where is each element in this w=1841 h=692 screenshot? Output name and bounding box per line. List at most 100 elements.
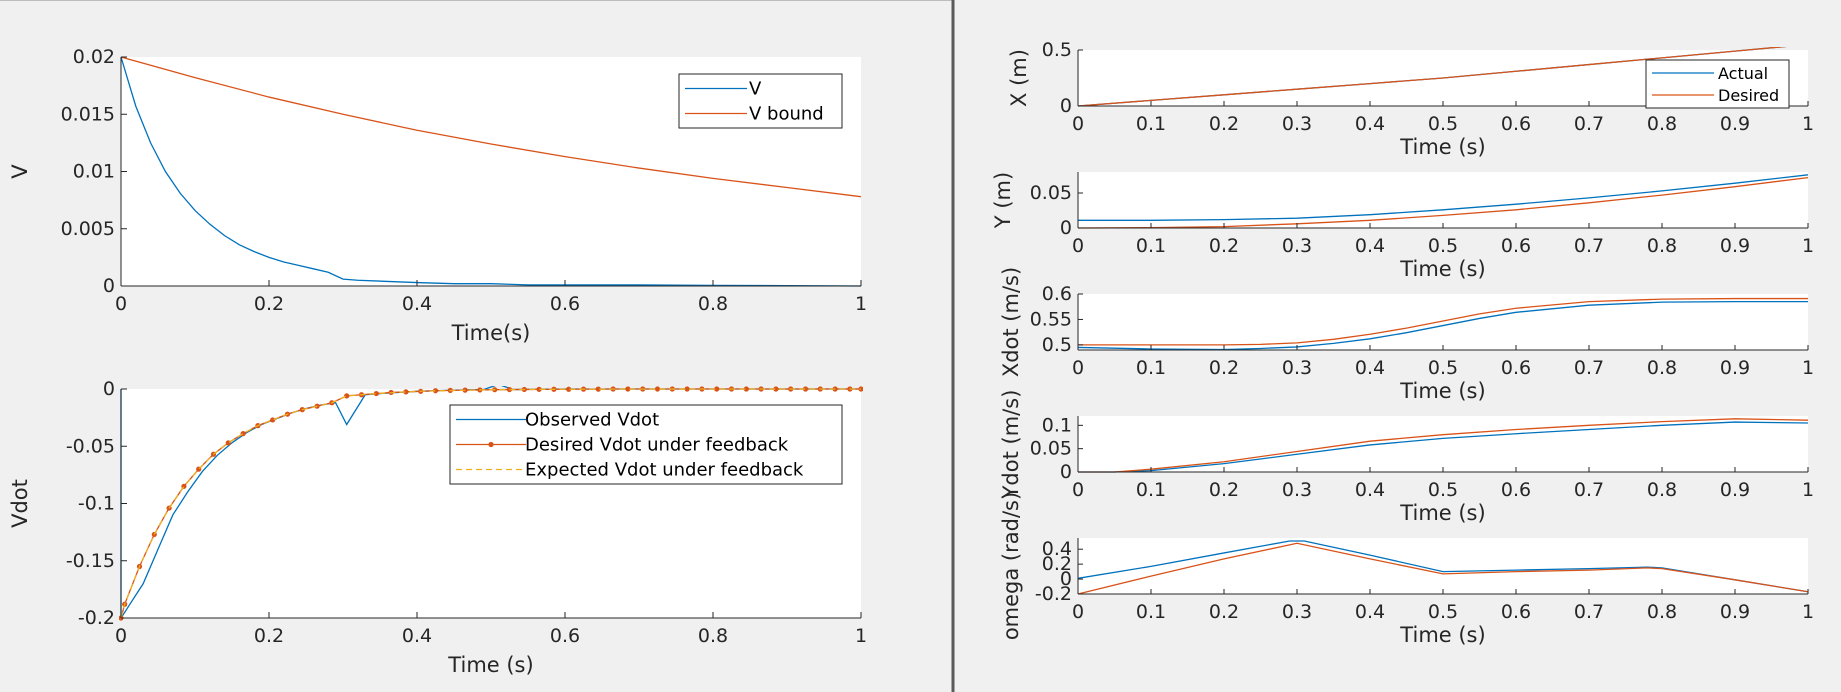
vdot-y-tick-label: 0: [103, 378, 115, 400]
y-y-tick-label: 0.05: [1030, 182, 1072, 204]
y-x-tick-label: 0.3: [1282, 235, 1312, 257]
vdot-point-desired-vdot-under-feedback: [802, 386, 809, 392]
vdot-legend-label: Observed Vdot: [525, 410, 659, 431]
y-x-tick-label: 0.5: [1428, 235, 1458, 257]
ydot-series-actual: [1078, 421, 1809, 473]
y-x-tick-label: 1: [1802, 235, 1814, 257]
y-y-axis-label: Y (m): [991, 172, 1015, 229]
vdot-point-desired-vdot-under-feedback: [684, 386, 690, 392]
omega-x-tick-label: 0.4: [1355, 601, 1385, 623]
x-x-tick-label: 0.9: [1720, 113, 1750, 135]
v-x-tick-label: 0.8: [698, 293, 728, 315]
ydot-chart: 0 0.1 0.2 0.3 0.4 0.5 0.6 0.7 0.8 0.9 100.050.1Tim…: [999, 390, 1814, 525]
y-x-tick-label: 0.7: [1574, 235, 1604, 257]
x-x-tick-label: 0.7: [1574, 113, 1604, 135]
x-x-tick-label: 0.3: [1282, 113, 1312, 135]
y-x-tick-label: 0.6: [1501, 235, 1531, 257]
vdot-y-tick-label: -0.15: [66, 550, 115, 572]
x-x-tick-label: 0: [1072, 113, 1084, 135]
omega-y-tick-label: 0: [1060, 568, 1072, 590]
x-y-tick-label: 0: [1060, 95, 1072, 117]
v-series-group: [120, 56, 862, 287]
omega-x-tick-label: 0.3: [1282, 601, 1312, 623]
ydot-x-tick-label: 0.8: [1647, 479, 1677, 501]
omega-x-tick-label: 0.6: [1501, 601, 1531, 623]
omega-x-tick-label: 0.1: [1136, 601, 1166, 623]
xdot-x-tick-label: 0.5: [1428, 357, 1458, 379]
v-y-axis-label: V: [8, 164, 32, 179]
vdot-point-desired-vdot-under-feedback: [773, 386, 779, 392]
y-x-tick-label: 0.9: [1720, 235, 1750, 257]
omega-y-tick-label: 0.4: [1042, 538, 1072, 560]
vdot-point-desired-vdot-under-feedback: [432, 388, 439, 394]
vdot-x-tick-label: 0.2: [254, 625, 284, 647]
xdot-x-tick-label: 0.8: [1647, 357, 1677, 379]
omega-y-tick-label: 0.2: [1042, 553, 1072, 575]
v-series-v: [120, 56, 862, 287]
y-x-tick-label: 0.2: [1209, 235, 1239, 257]
xdot-y-tick-label: 0.6: [1042, 283, 1072, 305]
v-legend-label: V bound: [749, 104, 824, 125]
omega-series-group: [1077, 540, 1809, 595]
x-series-group: [1077, 47, 1787, 107]
v-x-tick-label: 1: [855, 293, 867, 315]
vdot-series-expected-vdot-under-feedback: [120, 388, 861, 619]
vdot-point-desired-vdot-under-feedback: [373, 390, 379, 397]
vdot-point-desired-vdot-under-feedback: [595, 386, 601, 392]
ydot-x-tick-label: 0.1: [1136, 479, 1166, 501]
ydot-y-tick-label: 0.05: [1030, 438, 1072, 460]
omega-x-tick-label: 0.5: [1428, 601, 1458, 623]
vdot-x-tick-label: 0.4: [402, 625, 432, 647]
v-y-tick-label: 0: [103, 275, 115, 297]
v-series-v-bound: [120, 56, 862, 198]
omega-x-tick-label: 0.2: [1209, 601, 1239, 623]
vdot-y-tick-label: -0.2: [78, 607, 115, 629]
xdot-plot-area: [1078, 294, 1808, 350]
ydot-x-tick-label: 0.6: [1501, 479, 1531, 501]
x-x-tick-label: 1: [1802, 113, 1814, 135]
xdot-x-tick-label: 0.6: [1501, 357, 1531, 379]
xdot-y-tick-label: 0.5: [1042, 334, 1072, 356]
ydot-x-tick-label: 0.9: [1720, 479, 1750, 501]
omega-x-tick-label: 0.8: [1647, 601, 1677, 623]
ydot-x-tick-label: 0.3: [1282, 479, 1312, 501]
vdot-legend: Observed Vdot Desired Vdot under feedback…: [449, 404, 843, 485]
omega-y-axis-label: omega (rad/s): [999, 492, 1023, 640]
x-x-axis-label: Time (s): [1399, 135, 1485, 159]
v-y-tick-label: 0.005: [61, 218, 115, 240]
omega-series-desired: [1077, 542, 1809, 595]
v-y-tick-label: 0.02: [73, 46, 115, 68]
y-x-tick-label: 0: [1072, 235, 1084, 257]
vdot-x-tick-label: 0.8: [698, 625, 728, 647]
ydot-x-tick-label: 0: [1072, 479, 1084, 501]
y-x-axis-label: Time (s): [1399, 257, 1485, 281]
omega-series-actual: [1077, 540, 1809, 593]
vdot-chart: 0 0.2 0.4 0.6 0.8 1 -0.2 -0.15 -0.1 -0.05 0 Time (s…: [8, 378, 867, 677]
xdot-x-tick-label: 0.4: [1355, 357, 1385, 379]
x-series-desired: [1077, 47, 1787, 107]
vdot-y-tick-label: -0.1: [78, 493, 115, 515]
x-legend-box: [1645, 59, 1790, 109]
v-y-tick-label: 0.015: [61, 103, 115, 125]
vdot-point-desired-vdot-under-feedback: [270, 417, 276, 423]
xdot-x-tick-label: 0.9: [1720, 357, 1750, 379]
y-y-tick-label: 0: [1060, 217, 1072, 239]
omega-x-axis-label: Time (s): [1399, 623, 1485, 647]
v-x-tick-label: 0.2: [254, 293, 284, 315]
xdot-series-group: [1077, 297, 1808, 351]
omega-plot-area: [1078, 538, 1808, 594]
v-legend-box: [678, 73, 843, 129]
xdot-y-axis-label: Xdot (m/s): [999, 267, 1023, 377]
omega-y-tick-label: -0.2: [1035, 583, 1072, 605]
v-x-tick-label: 0: [115, 293, 127, 315]
v-x-axis-label: Time(s): [451, 321, 531, 345]
xdot-y-tick-label: 0.55: [1030, 308, 1072, 330]
y-x-tick-label: 0.4: [1355, 235, 1385, 257]
x-x-tick-label: 0.2: [1209, 113, 1239, 135]
xdot-x-tick-label: 0.3: [1282, 357, 1312, 379]
ydot-x-tick-label: 0.7: [1574, 479, 1604, 501]
vdot-point-desired-vdot-under-feedback: [403, 389, 409, 395]
ydot-x-tick-label: 0.2: [1209, 479, 1239, 501]
y-x-tick-label: 0.1: [1136, 235, 1166, 257]
